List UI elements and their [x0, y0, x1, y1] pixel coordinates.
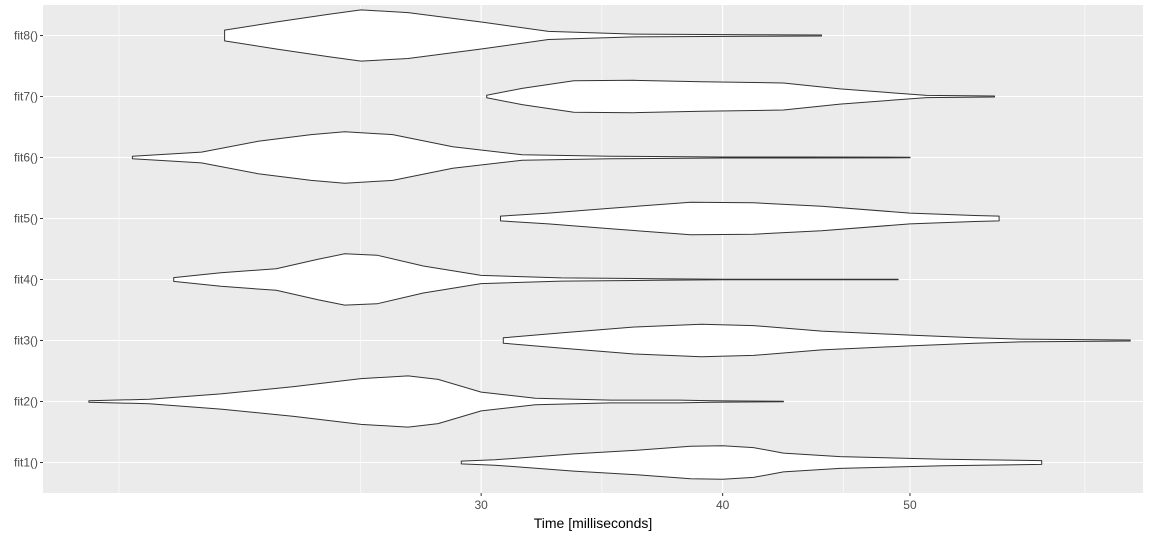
y-tick-label: fit8()	[14, 29, 38, 43]
violin-fit6	[131, 131, 911, 184]
violin-fit5	[500, 201, 1000, 236]
violin-fit8	[224, 9, 822, 62]
violin-fit7	[486, 79, 995, 114]
y-tick-label: fit3()	[14, 334, 38, 348]
y-tick-label: fit1()	[14, 456, 38, 470]
x-axis-title: Time [milliseconds]	[534, 515, 653, 531]
x-tick-label: 50	[903, 498, 917, 512]
violins	[88, 9, 1131, 480]
y-tick-label: fit7()	[14, 90, 38, 104]
y-axis: fit1() fit2() fit3() fit4() fit5() fit6() fit7…	[14, 29, 43, 470]
x-tick-label: 40	[716, 498, 730, 512]
x-tick-label: 30	[474, 498, 488, 512]
y-tick-label: fit2()	[14, 395, 38, 409]
violin-fit3	[502, 323, 1131, 358]
y-tick-label: fit4()	[14, 273, 38, 287]
y-tick-label: fit5()	[14, 212, 38, 226]
violin-fit1	[460, 445, 1043, 480]
x-axis: 30 40 50	[474, 493, 917, 512]
y-tick-label: fit6()	[14, 151, 38, 165]
plot-panel	[43, 5, 1143, 493]
violin-fit4	[173, 253, 899, 306]
violin-fit2	[88, 375, 784, 428]
